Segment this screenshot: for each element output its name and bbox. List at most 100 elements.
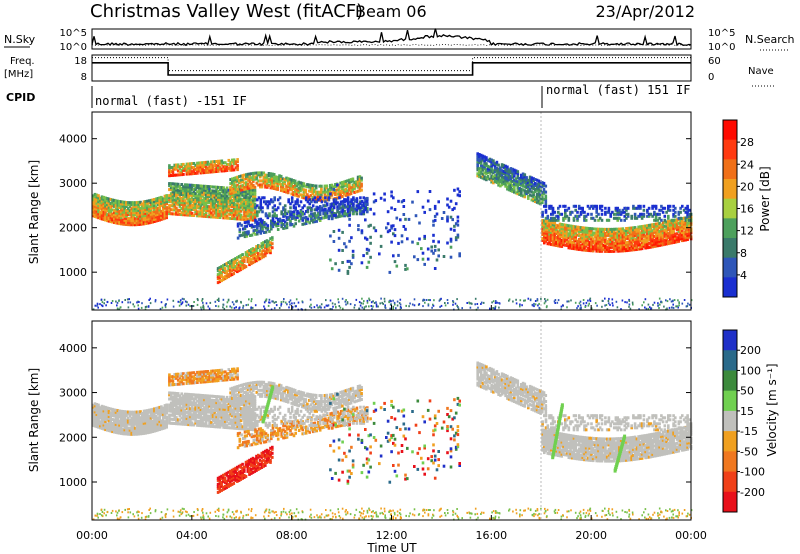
power-cell <box>651 233 654 237</box>
power-cell <box>189 209 192 213</box>
power-cell <box>163 216 167 220</box>
power-cell <box>576 210 579 214</box>
power-cell <box>542 181 546 185</box>
power-cell <box>271 246 274 250</box>
power-cell <box>632 228 635 232</box>
power-cell <box>203 204 206 208</box>
power-cell <box>250 260 253 264</box>
power-cell <box>227 204 231 208</box>
power-cell <box>183 166 187 170</box>
power-cell <box>227 208 231 212</box>
power-cell <box>189 183 192 187</box>
power-cell <box>546 216 550 220</box>
power-cell <box>185 211 189 215</box>
power-cell <box>285 186 288 190</box>
power-cell <box>128 205 132 209</box>
power-cell <box>665 242 668 246</box>
power-cell <box>171 165 175 169</box>
power-cell <box>292 204 296 208</box>
power-cell <box>102 214 106 217</box>
power-cell <box>231 201 234 204</box>
power-cell <box>213 209 217 213</box>
power-cell <box>544 225 548 229</box>
power-cell <box>178 186 182 190</box>
power-cell <box>478 159 481 163</box>
power-cell <box>360 302 363 305</box>
power-cell <box>497 175 500 179</box>
power-cell <box>571 234 574 238</box>
power-cell <box>658 231 661 235</box>
power-cell <box>224 212 227 216</box>
power-cell <box>256 212 259 216</box>
power-cell <box>395 216 399 220</box>
power-cell <box>630 244 633 248</box>
power-cell <box>598 227 602 231</box>
power-cell <box>612 247 616 251</box>
power-cell <box>285 188 288 192</box>
power-cell <box>113 213 116 216</box>
power-cell <box>535 186 539 190</box>
power-cell <box>99 212 102 216</box>
power-cell <box>521 194 525 198</box>
power-cell <box>201 214 204 218</box>
power-cell <box>579 248 583 252</box>
power-cell <box>255 257 258 261</box>
power-cell <box>185 207 189 211</box>
power-cell <box>536 299 539 302</box>
power-cell <box>672 222 675 226</box>
power-cell <box>607 206 611 210</box>
power-cell <box>225 264 229 268</box>
power-cell <box>242 306 244 309</box>
power-cell <box>107 201 111 205</box>
power-cell <box>220 161 224 165</box>
power-cell <box>283 212 287 216</box>
power-cell <box>325 304 328 307</box>
power-cell <box>276 177 279 181</box>
power-cell <box>116 219 120 223</box>
power-cell <box>509 177 513 181</box>
power-cell <box>290 213 294 216</box>
power-cell <box>688 218 691 222</box>
power-cell <box>605 233 609 237</box>
power-cell <box>201 190 204 194</box>
power-cell <box>672 237 675 240</box>
power-cell <box>288 187 292 191</box>
power-cell <box>658 243 661 247</box>
power-cell <box>649 229 653 233</box>
power-cell <box>232 168 236 172</box>
power-cell <box>572 231 576 235</box>
power-cell <box>555 225 558 229</box>
velocity-cell <box>97 421 100 425</box>
power-cell <box>197 190 201 194</box>
power-cell <box>146 205 149 209</box>
power-cell <box>189 185 192 189</box>
power-cell <box>536 298 539 301</box>
power-cell <box>602 247 605 251</box>
power-cell <box>259 183 262 187</box>
power-cell <box>369 223 372 227</box>
power-cell <box>208 170 211 174</box>
power-cell <box>278 219 282 223</box>
power-cell <box>553 235 557 239</box>
power-cell <box>644 298 647 301</box>
power-cell <box>490 176 493 180</box>
power-cell <box>656 218 660 222</box>
power-cell <box>348 265 351 269</box>
power-cell <box>638 308 640 311</box>
power-cell <box>208 189 211 193</box>
power-cell <box>149 200 153 204</box>
power-cell <box>199 184 203 188</box>
power-cell <box>569 246 572 250</box>
power-cell <box>456 304 458 307</box>
power-cell <box>225 208 229 212</box>
power-cell <box>317 215 320 219</box>
power-cell <box>656 230 660 234</box>
power-cell <box>142 206 146 210</box>
power-cell <box>528 179 532 183</box>
power-cell <box>95 215 99 219</box>
power-cell <box>686 208 689 212</box>
power-cell <box>458 254 461 258</box>
power-cell <box>246 218 250 222</box>
power-cell <box>252 202 255 206</box>
power-cell <box>557 236 560 240</box>
